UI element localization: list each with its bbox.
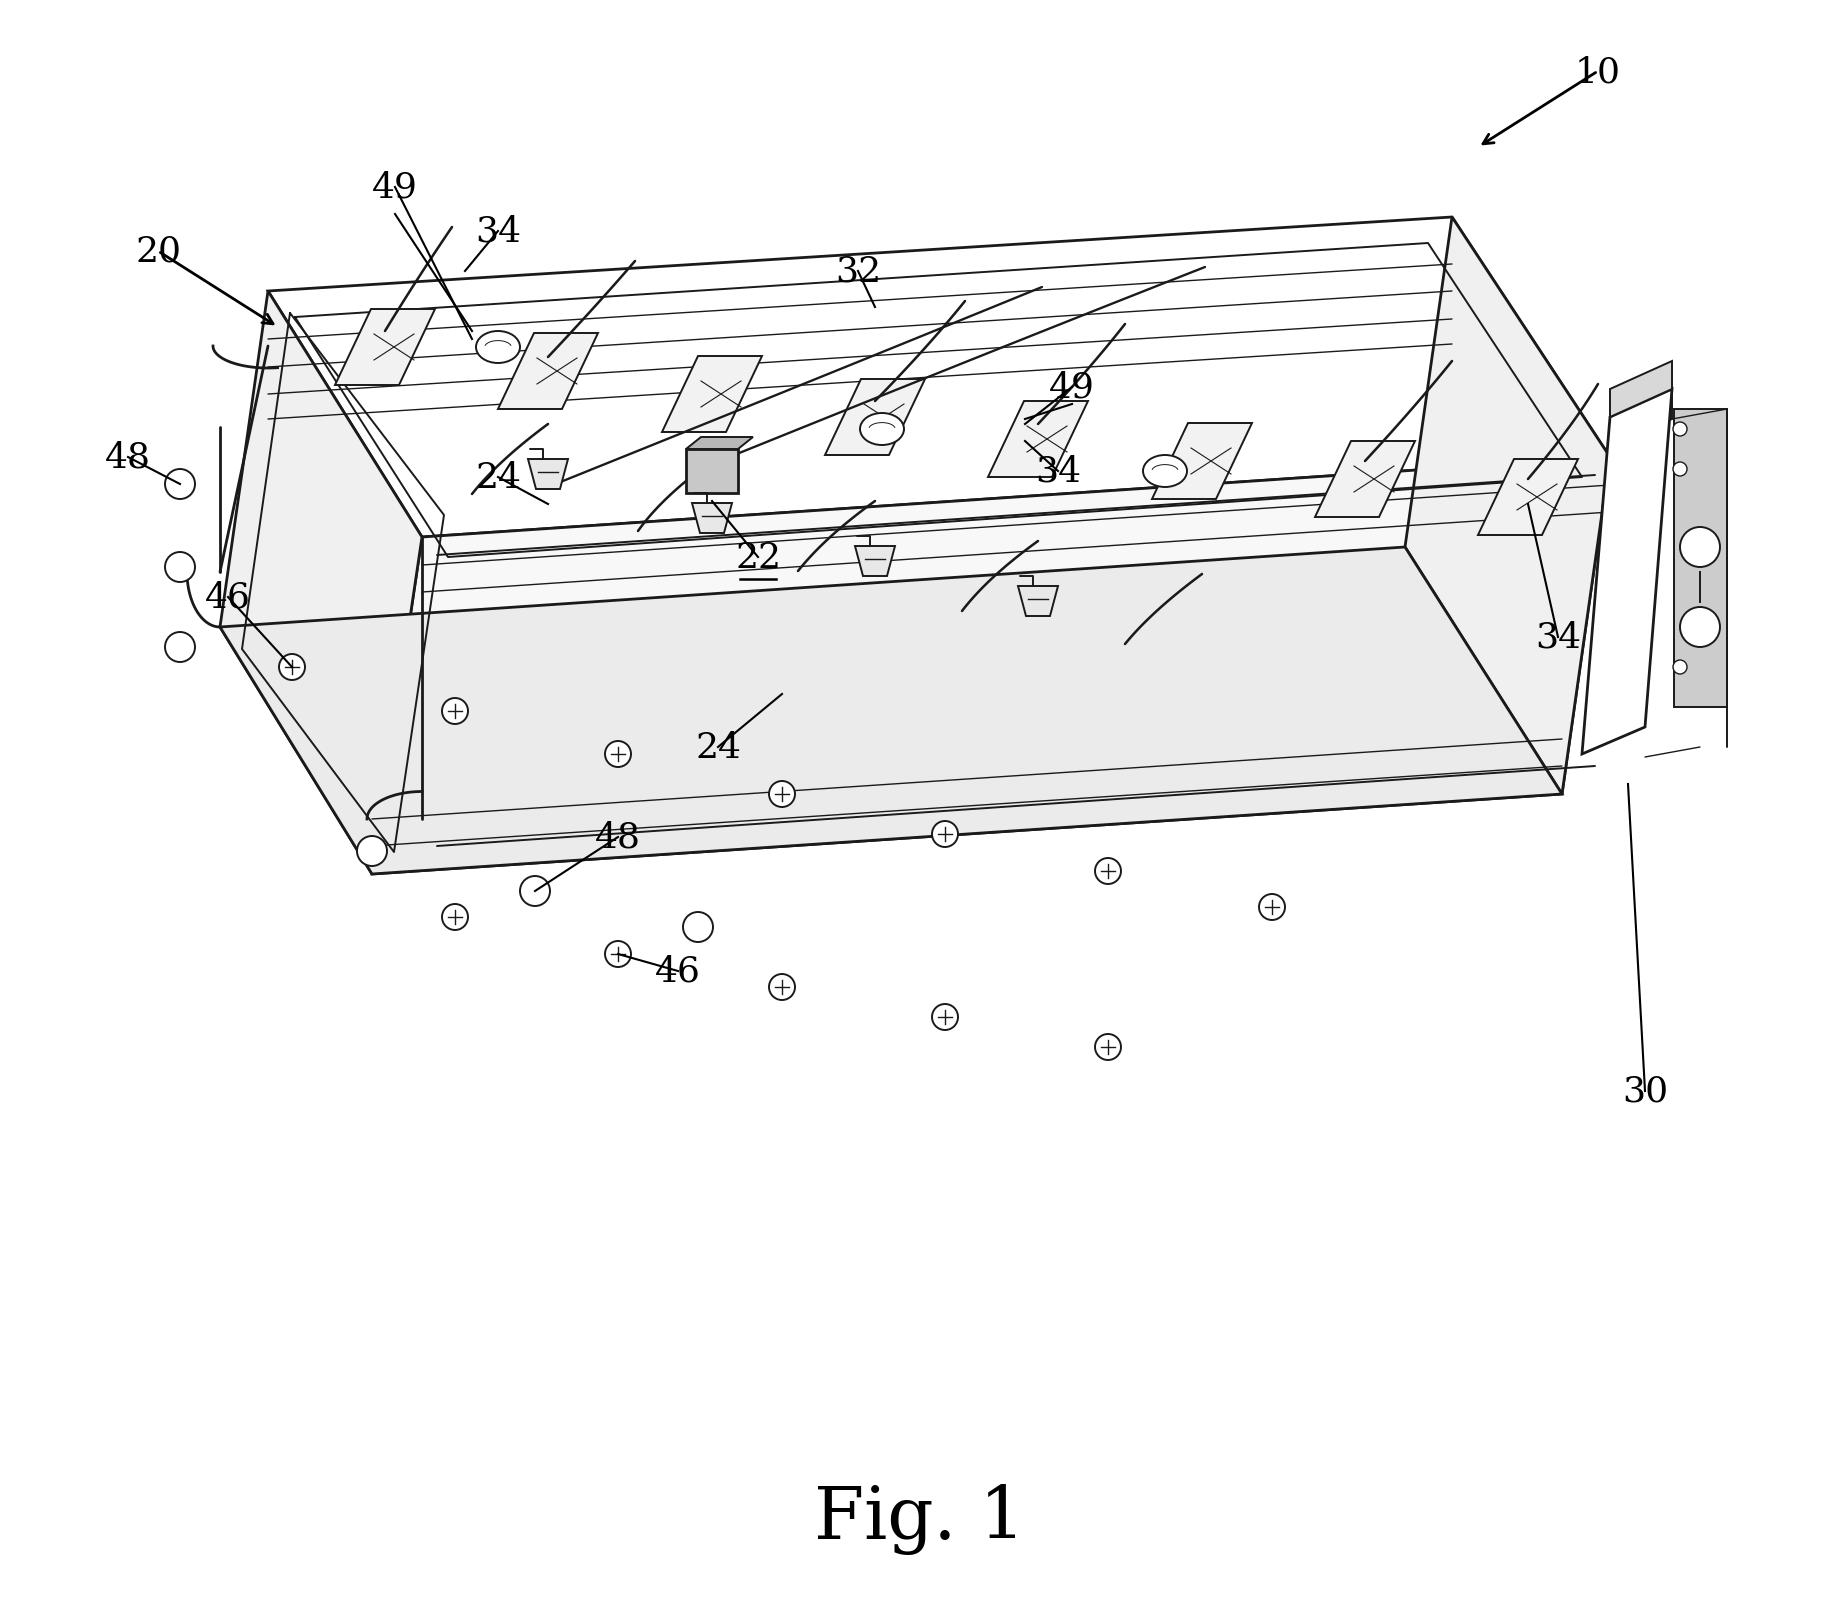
Polygon shape [824,380,925,456]
Circle shape [520,876,550,906]
Circle shape [605,941,631,967]
Polygon shape [1405,217,1609,795]
Circle shape [1672,463,1686,477]
Circle shape [1258,894,1284,920]
Polygon shape [662,357,761,433]
Circle shape [166,469,195,500]
Text: 46: 46 [204,581,250,615]
Text: 20: 20 [134,235,180,269]
Circle shape [769,974,794,1000]
Circle shape [1679,607,1719,648]
Polygon shape [268,217,1609,537]
Text: 34: 34 [474,214,520,248]
Text: 10: 10 [1574,55,1620,89]
Text: 22: 22 [734,540,780,575]
Circle shape [932,821,958,847]
Text: 34: 34 [1534,620,1580,654]
Circle shape [1679,527,1719,568]
Circle shape [441,904,467,930]
Text: 24: 24 [695,730,741,764]
Circle shape [769,782,794,808]
Ellipse shape [859,414,903,446]
Polygon shape [686,438,752,450]
Polygon shape [221,547,1561,875]
Polygon shape [855,547,894,576]
Polygon shape [1609,362,1672,417]
Polygon shape [528,459,568,490]
Polygon shape [371,458,1609,875]
Circle shape [166,633,195,662]
Circle shape [1094,859,1120,885]
Text: 32: 32 [835,255,881,289]
Polygon shape [1609,390,1672,448]
Polygon shape [1477,459,1578,536]
Polygon shape [686,450,737,493]
Circle shape [280,654,305,680]
Text: 48: 48 [105,441,151,474]
Circle shape [605,742,631,768]
Ellipse shape [1142,456,1186,487]
Text: 48: 48 [594,821,640,854]
Ellipse shape [476,331,520,364]
Polygon shape [221,292,421,875]
Text: 30: 30 [1620,1074,1668,1109]
Text: 46: 46 [655,954,701,988]
Text: Fig. 1: Fig. 1 [815,1483,1024,1555]
Text: 34: 34 [1034,454,1081,489]
Polygon shape [1151,424,1251,500]
Circle shape [1672,422,1686,437]
Polygon shape [988,403,1087,477]
Polygon shape [1315,441,1414,518]
Circle shape [441,698,467,724]
Polygon shape [691,503,732,534]
Polygon shape [335,310,434,386]
Polygon shape [1017,586,1057,617]
Polygon shape [1673,409,1727,708]
Circle shape [932,1005,958,1031]
Circle shape [1094,1034,1120,1060]
Text: 24: 24 [474,461,520,495]
Text: 49: 49 [1048,370,1094,404]
Circle shape [357,836,386,867]
Circle shape [1672,661,1686,675]
Circle shape [166,553,195,583]
Polygon shape [498,334,598,409]
Text: 49: 49 [371,170,417,204]
Polygon shape [1582,390,1672,755]
Circle shape [682,912,714,943]
